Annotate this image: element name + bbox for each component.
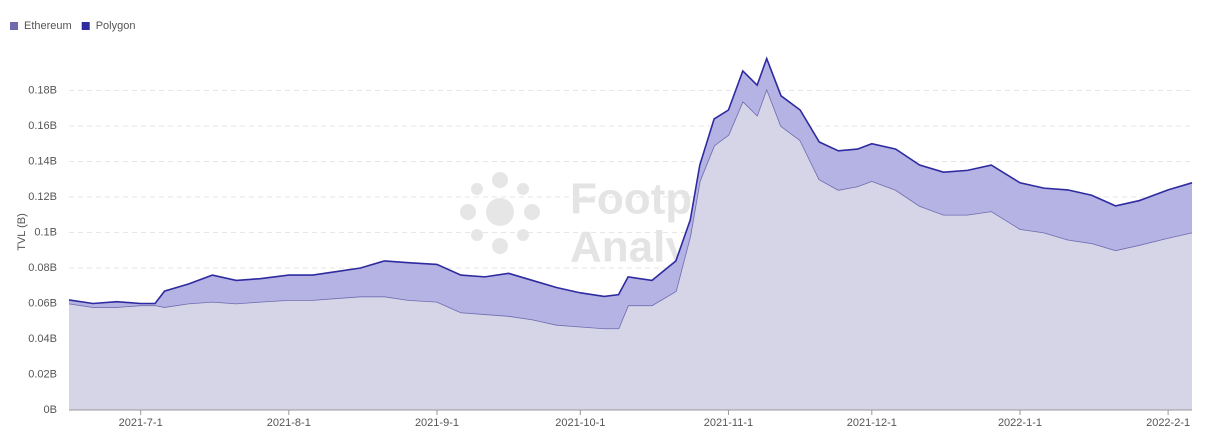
y-tick-label: 0.08B bbox=[28, 262, 57, 274]
x-tick-label: 2021-10-1 bbox=[555, 417, 605, 429]
x-tick-label: 2021-9-1 bbox=[415, 417, 459, 429]
y-tick-label: 0.16B bbox=[28, 120, 57, 132]
legend-swatch bbox=[10, 22, 18, 30]
y-tick-label: 0.18B bbox=[28, 84, 57, 96]
area bbox=[69, 58, 1192, 329]
x-tick-label: 2022-2-1 bbox=[1146, 417, 1190, 429]
y-tick-label: 0.12B bbox=[28, 191, 57, 203]
y-axis-title: TVL (B) bbox=[16, 213, 28, 251]
x-tick-label: 2021-7-1 bbox=[119, 417, 163, 429]
x-tick-label: 2022-1-1 bbox=[998, 417, 1042, 429]
y-tick-label: 0.06B bbox=[28, 297, 57, 309]
y-tick-label: 0.04B bbox=[28, 333, 57, 345]
y-tick-label: 0.1B bbox=[34, 226, 57, 238]
area bbox=[69, 88, 1192, 410]
x-tick-label: 2021-8-1 bbox=[267, 417, 311, 429]
x-tick-label: 2021-12-1 bbox=[847, 417, 897, 429]
y-tick-label: 0.02B bbox=[28, 368, 57, 380]
watermark-logo bbox=[460, 172, 540, 254]
y-tick-label: 0B bbox=[44, 404, 57, 416]
line bbox=[68, 56, 1193, 305]
y-tick-label: 0.14B bbox=[28, 155, 57, 167]
x-tick-label: 2021-11-1 bbox=[704, 417, 753, 429]
legend-label: Polygon bbox=[96, 20, 136, 32]
legend-label: Ethereum bbox=[24, 20, 72, 32]
legend-swatch bbox=[81, 22, 90, 30]
